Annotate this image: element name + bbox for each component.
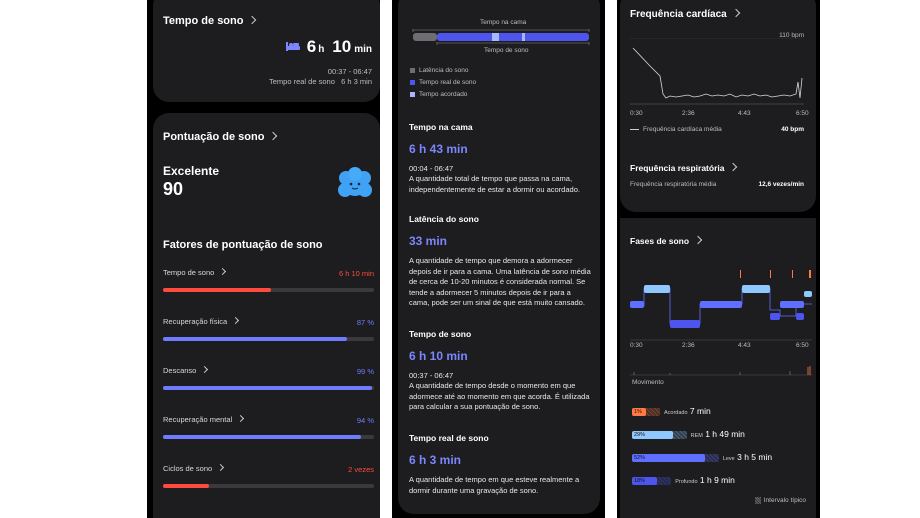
sleep-time-range: 00:37 - 06:47 — [327, 67, 372, 76]
heart-resp-card: Frequência cardíaca 110 bpm 0:30 2:36 4:43… — [620, 0, 816, 212]
sleep-phases-chart — [630, 270, 812, 341]
stage-label: Acordado 7 min — [664, 406, 711, 416]
factor-progress-bar — [163, 435, 374, 439]
legend-item: Tempo acordado — [410, 91, 467, 98]
stage-bar: 52% — [632, 454, 705, 462]
axis-tick-label: 0:30 — [630, 342, 643, 349]
heart-rate-avg-value: 40 bpm — [781, 126, 804, 133]
section-value: 6 h 10 min — [409, 349, 468, 363]
chevron-right-icon — [219, 267, 227, 276]
section-value: 33 min — [409, 234, 448, 248]
chevron-right-icon — [217, 463, 225, 472]
axis-tick-label: 2:36 — [682, 342, 695, 349]
stage-bar: 1% — [632, 408, 646, 416]
sleep-time-value: 6 h 10 min — [285, 37, 372, 57]
legend-swatch-icon — [410, 91, 415, 97]
resp-rate-title[interactable]: Frequência respiratória — [630, 162, 738, 173]
score-rating: Excelente — [163, 164, 220, 178]
section-heading: Tempo real de sono — [409, 433, 489, 443]
sleep-details-card: Tempo na cama Tempo de sono Latência do … — [398, 0, 600, 514]
factor-label[interactable]: Ciclos de sono — [163, 463, 225, 473]
heart-rate-title[interactable]: Frequência cardíaca — [630, 8, 740, 20]
timeline-bottom-label: Tempo de sono — [484, 47, 529, 54]
legend-item: Latência do sono — [410, 67, 469, 74]
factor-value: 87 % — [356, 318, 374, 327]
section-value: 6 h 43 min — [409, 142, 468, 156]
typical-range-legend: Intervalo típico — [754, 497, 806, 504]
chevron-right-icon — [729, 162, 738, 172]
chevron-right-icon — [232, 316, 240, 325]
chevron-right-icon — [731, 8, 740, 18]
stage-label: Profundo 1 h 9 min — [675, 475, 735, 485]
section-description: A quantidade de tempo em que esteve real… — [409, 475, 580, 495]
real-sleep-time: Tempo real de sono 6 h 3 min — [269, 77, 372, 86]
line-legend-icon — [630, 128, 639, 130]
factor-value: 99 % — [356, 367, 374, 376]
sleep-details-panel: Tempo na cama Tempo de sono Latência do … — [392, 0, 605, 518]
legend-swatch-icon — [410, 79, 415, 85]
axis-tick-label: 4:43 — [738, 110, 751, 117]
movement-chart — [630, 366, 812, 376]
chevron-right-icon — [201, 365, 209, 374]
sleep-phases-card: Fases de sono 0:30 2:36 4:43 6:50 Movimento… — [620, 218, 816, 518]
sleep-score-card: Pontuação de sono Excelente 90 Fatores d… — [153, 113, 380, 518]
score-value: 90 — [163, 179, 184, 199]
axis-tick-label: 6:50 — [796, 342, 809, 349]
stage-typical-range — [632, 408, 660, 416]
legend-item: Tempo real de sono — [410, 79, 476, 86]
cloud-mascot-icon — [338, 167, 372, 197]
heart-rate-chart — [630, 38, 804, 105]
sleep-timeline-bar — [412, 29, 590, 45]
stage-label: REM 1 h 49 min — [690, 429, 745, 439]
axis-tick-label: 2:36 — [682, 110, 695, 117]
sleep-score-title[interactable]: Pontuação de sono — [163, 131, 278, 143]
stage-bar: 18% — [632, 477, 658, 485]
chevron-right-icon — [248, 15, 257, 25]
stage-bar: 29% — [632, 431, 673, 439]
factor-label[interactable]: Recuperação mental — [163, 414, 245, 424]
factor-progress-bar — [163, 288, 374, 292]
resp-rate-avg-label: Frequência respiratória média — [630, 181, 717, 188]
factor-label[interactable]: Tempo de sono — [163, 267, 227, 277]
factor-label[interactable]: Recuperação física — [163, 316, 240, 326]
axis-tick-label: 4:43 — [738, 342, 751, 349]
section-description: A quantidade de tempo desde o momento em… — [409, 381, 590, 411]
chevron-right-icon — [693, 235, 703, 245]
axis-tick-label: 6:50 — [796, 110, 809, 117]
section-heading: Tempo na cama — [409, 122, 473, 132]
section-description: A quantidade de tempo que demora a adorm… — [409, 256, 591, 307]
factor-label[interactable]: Descanso — [163, 365, 209, 375]
heart-rate-avg: Frequência cardíaca média — [630, 126, 722, 133]
section-range: 00:37 - 06:47 — [409, 371, 454, 380]
factor-progress-bar — [163, 484, 374, 488]
factor-value: 2 vezes — [348, 465, 374, 474]
vitals-panel: Frequência cardíaca 110 bpm 0:30 2:36 4:43… — [617, 0, 820, 518]
heart-rate-ymax: 110 bpm — [779, 32, 804, 39]
sleep-score-panel: Tempo de sono 6 h 10 min 00:37 - 06:47 T… — [147, 0, 380, 518]
section-heading: Tempo de sono — [409, 329, 472, 339]
legend-swatch-icon — [410, 67, 415, 73]
chevron-right-icon — [237, 414, 245, 423]
factors-title: Fatores de pontuação de sono — [163, 239, 323, 251]
hatch-pattern-icon — [754, 497, 761, 504]
factor-progress-bar — [163, 337, 374, 341]
movement-label: Movimento — [632, 379, 664, 386]
sleep-time-card[interactable]: Tempo de sono 6 h 10 min 00:37 - 06:47 T… — [153, 0, 380, 102]
factor-value: 6 h 10 min — [338, 269, 374, 278]
section-description: A quantidade total de tempo que passa na… — [409, 174, 580, 194]
stage-label: Leve 3 h 5 min — [722, 452, 773, 462]
sleep-time-title[interactable]: Tempo de sono — [163, 15, 257, 27]
factor-progress-bar — [163, 386, 374, 390]
timeline-top-label: Tempo na cama — [480, 19, 527, 26]
factor-value: 94 % — [356, 416, 374, 425]
resp-rate-avg-value: 12,6 vezes/min — [758, 181, 804, 188]
section-range: 00:04 - 06:47 — [409, 164, 454, 173]
section-heading: Latência do sono — [409, 214, 479, 224]
bed-icon — [285, 42, 300, 51]
sleep-phases-title[interactable]: Fases de sono — [630, 235, 703, 246]
section-value: 6 h 3 min — [409, 453, 462, 467]
axis-tick-label: 0:30 — [630, 110, 643, 117]
chevron-right-icon — [269, 131, 278, 141]
